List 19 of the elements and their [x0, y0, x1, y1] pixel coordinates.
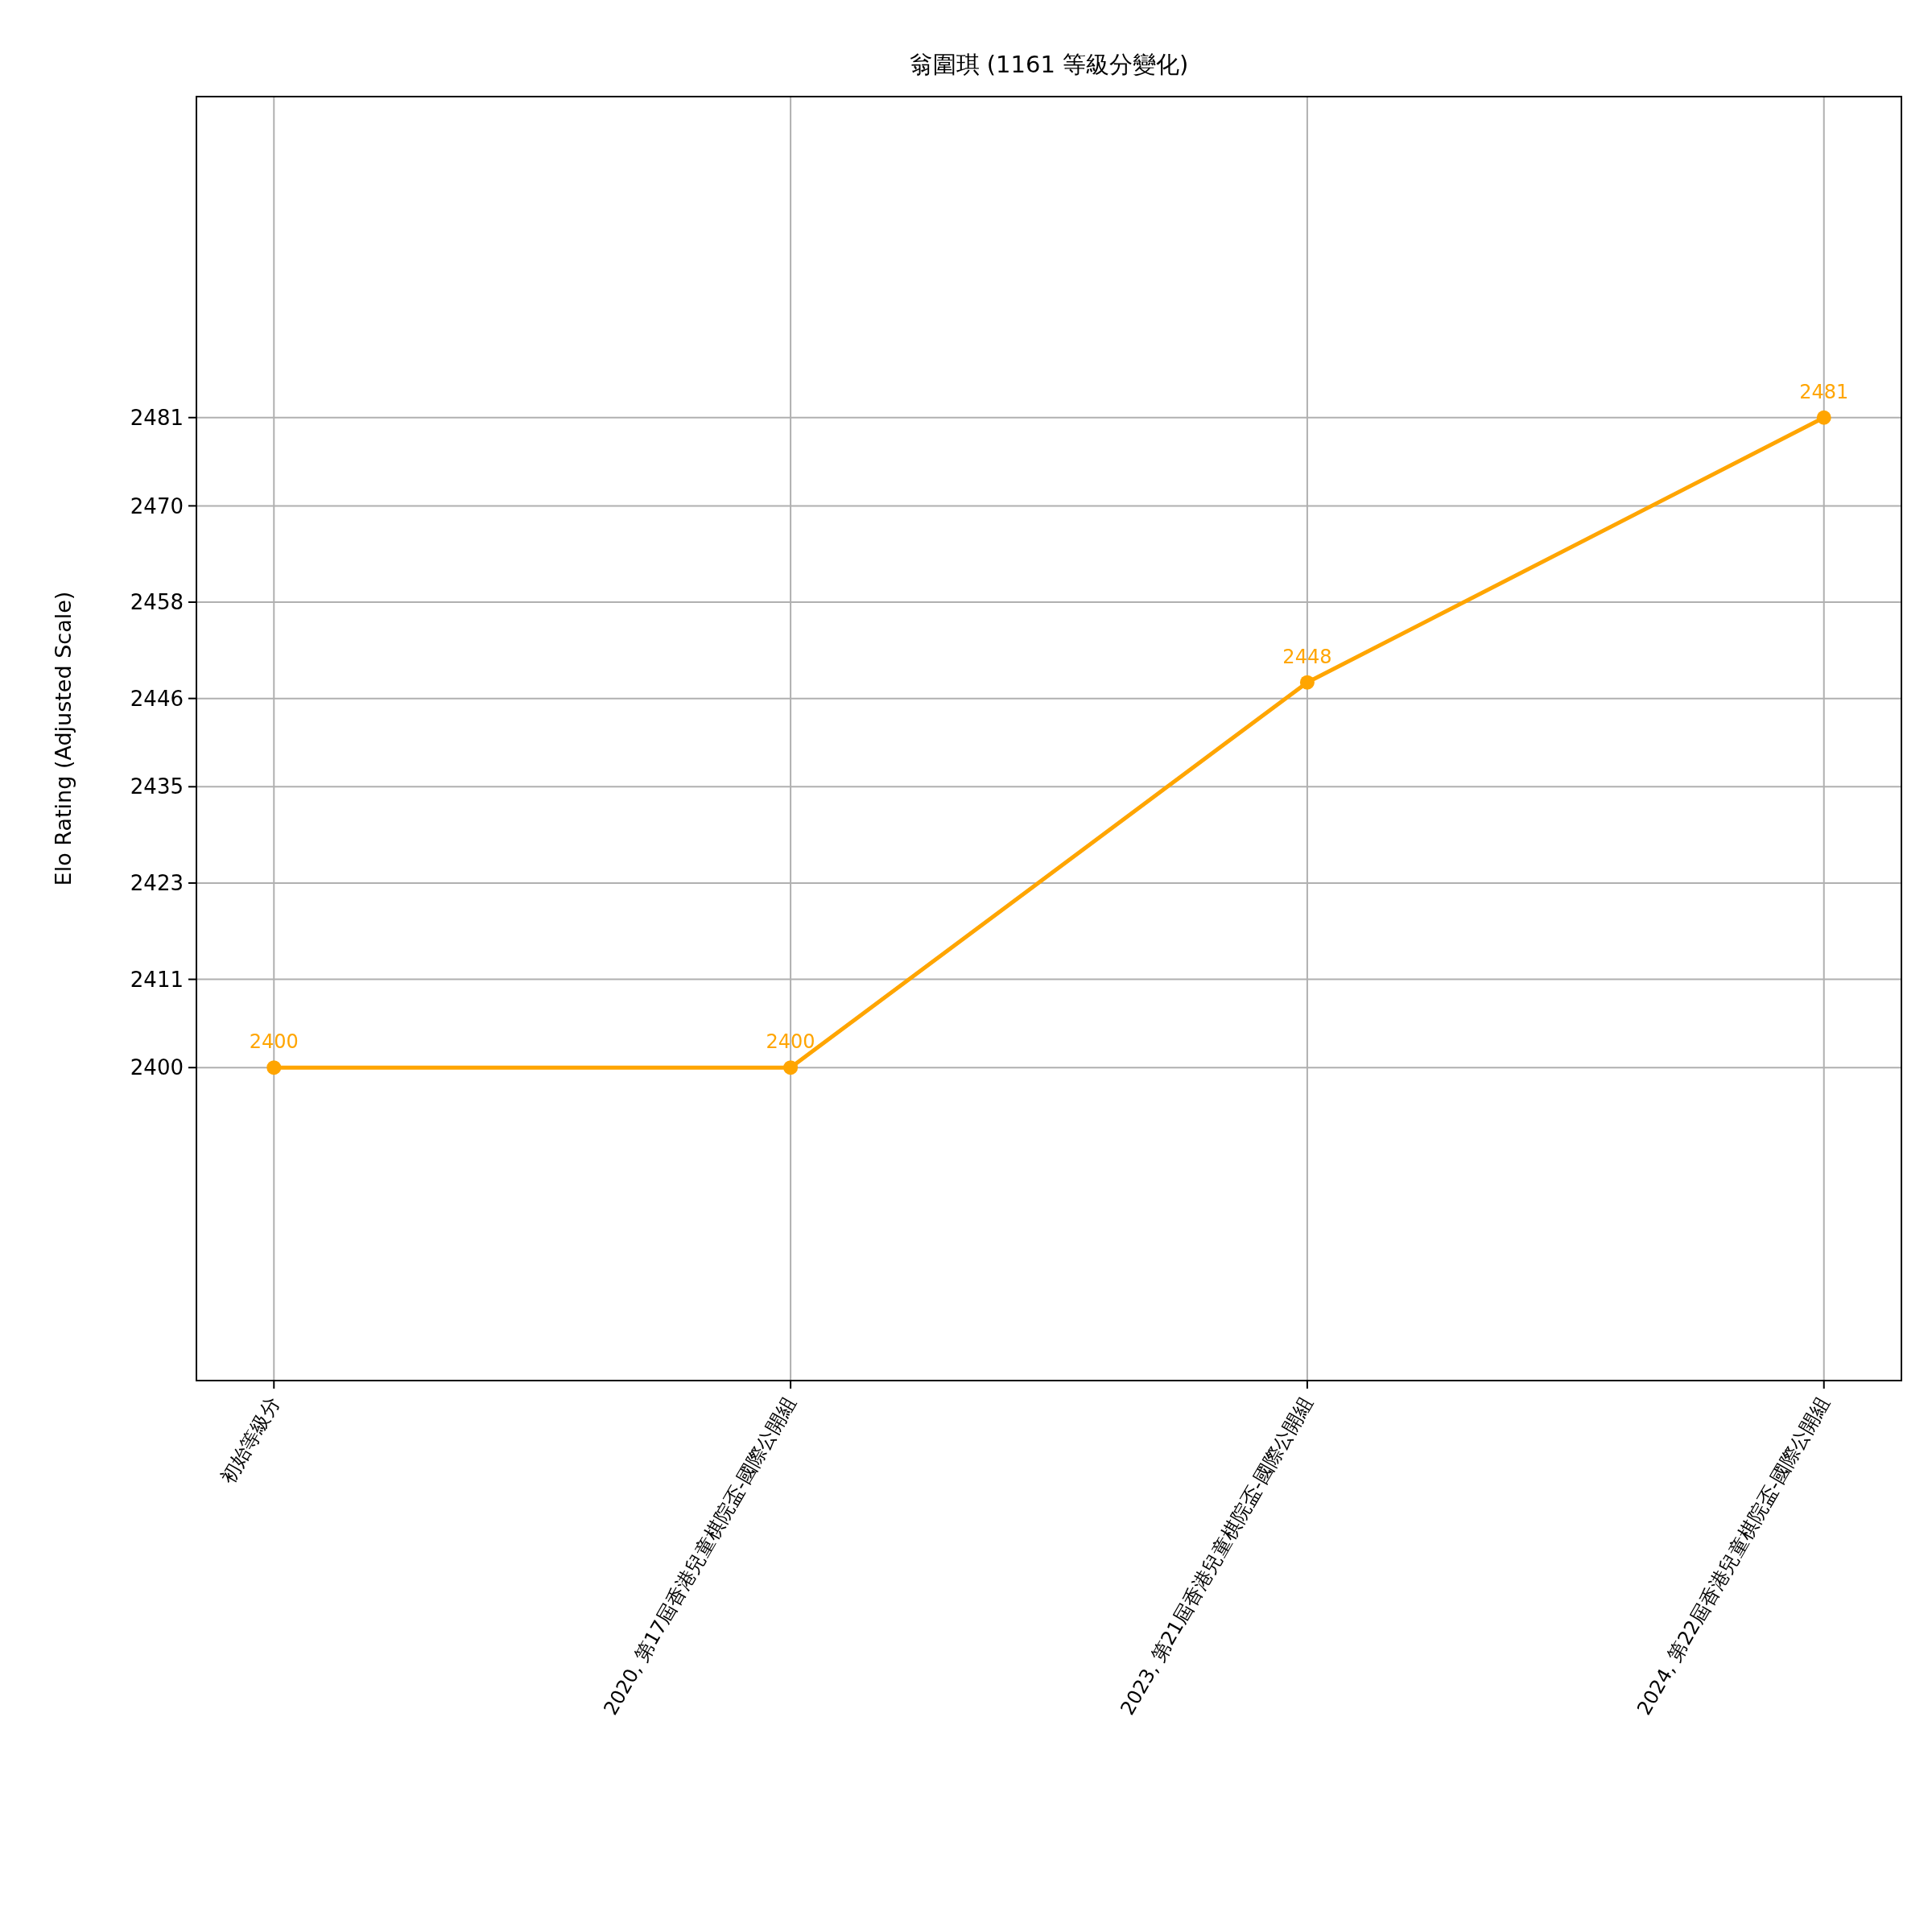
point — [1816, 410, 1831, 425]
y-tick-label: 2411 — [130, 967, 184, 992]
data-label: 2400 — [249, 1030, 299, 1054]
point — [1299, 675, 1315, 690]
y-tick-label: 2481 — [130, 405, 184, 430]
y-axis-title: Elo Rating (Adjusted Scale) — [51, 591, 76, 886]
chart-title: 翁圍琪 (1161 等級分變化) — [909, 51, 1189, 78]
data-label: 2481 — [1799, 380, 1849, 403]
data-label: 2448 — [1282, 645, 1332, 668]
y-tick-label: 2423 — [130, 871, 184, 896]
y-tick-label: 2458 — [130, 590, 184, 615]
point — [783, 1060, 799, 1075]
y-tick-label: 2435 — [130, 774, 184, 799]
x-tick-label: 初始等級分 — [216, 1393, 284, 1488]
y-tick-label: 2470 — [130, 493, 184, 518]
point — [266, 1060, 282, 1075]
y-tick-label: 2446 — [130, 686, 184, 711]
y-tick-label: 2400 — [130, 1055, 184, 1080]
data-label: 2400 — [766, 1030, 815, 1054]
